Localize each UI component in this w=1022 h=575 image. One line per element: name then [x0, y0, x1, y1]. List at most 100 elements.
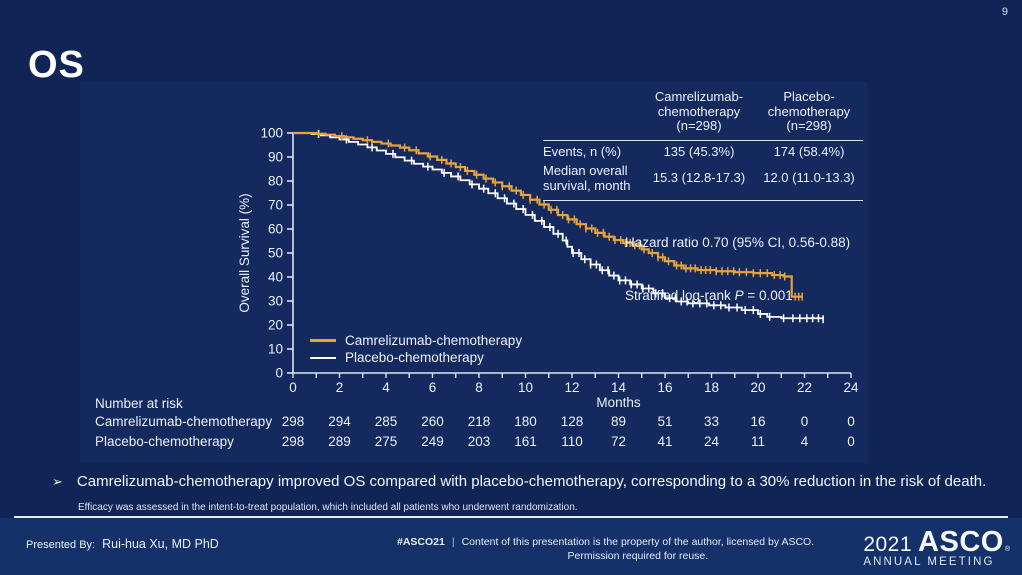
footer-rights: #ASCO21 | Content of this presentation i… [397, 535, 814, 563]
footnote: Efficacy was assessed in the intent-to-t… [78, 502, 578, 513]
number-at-risk-row-label: Placebo-chemotherapy [95, 434, 234, 449]
x-tick-label: 20 [750, 380, 765, 395]
number-at-risk-value: 4 [801, 434, 809, 449]
takeaway-bullet: ➢ Camrelizumab-chemotherapy improved OS … [52, 473, 1008, 490]
number-at-risk-row-label: Camrelizumab-chemotherapy [95, 414, 272, 429]
y-tick-label: 100 [260, 126, 283, 141]
events-value-placebo: 174 (58.4%) [773, 143, 845, 159]
number-at-risk-value: 275 [375, 434, 398, 449]
presented-by: Presented By: Rui-hua Xu, MD PhD [26, 537, 219, 551]
takeaway-text: Camrelizumab-chemotherapy improved OS co… [76, 473, 987, 490]
y-tick-label: 80 [268, 174, 283, 189]
number-at-risk-value: 180 [514, 414, 537, 429]
number-at-risk-value: 72 [611, 434, 626, 449]
slide-number: 9 [1001, 6, 1008, 18]
y-tick-label: 40 [268, 270, 283, 285]
footer-bar: Presented By: Rui-hua Xu, MD PhD #ASCO21 … [0, 518, 1022, 575]
median-value-camrelizumab: 15.3 (12.8-17.3) [652, 170, 746, 186]
x-tick-label: 0 [289, 380, 297, 395]
outcome-stats-table: Camrelizumab- chemotherapy (n=298) Place… [543, 89, 863, 205]
x-tick-label: 14 [611, 380, 627, 395]
number-at-risk-value: 24 [704, 434, 720, 449]
camrelizumab-line-swatch-icon [310, 339, 336, 342]
arrow-bullet-icon: ➢ [52, 474, 63, 489]
x-tick-label: 16 [657, 380, 672, 395]
number-at-risk-title: Number at risk [95, 396, 183, 411]
number-at-risk-value: 298 [282, 414, 305, 429]
footer-divider [14, 516, 1008, 518]
number-at-risk-value: 110 [561, 434, 583, 449]
hashtag-label: #ASCO21 [397, 536, 445, 548]
column-header-placebo: Placebo- chemotherapy (n=298) [767, 89, 851, 133]
presenter-name: Rui-hua Xu, MD PhD [102, 537, 219, 551]
km-curve-camrelizumab [293, 131, 803, 298]
events-row-label: Events, n (%) [543, 143, 622, 159]
number-at-risk-value: 249 [421, 434, 444, 449]
log-rank-text: Stratified log-rank P = 0.001 [625, 287, 793, 303]
events-value-camrelizumab: 135 (45.3%) [663, 143, 735, 159]
number-at-risk-value: 11 [751, 434, 765, 449]
presented-by-label: Presented By: [26, 539, 96, 551]
asco-logo: 2021 ASCO ® ANNUAL MEETING [863, 526, 1010, 568]
table-rule-bottom [543, 200, 863, 201]
median-row-label: Median overall survival, month [543, 163, 631, 193]
number-at-risk-value: 41 [657, 434, 672, 449]
x-axis-title: Months [596, 395, 641, 410]
y-tick-label: 10 [268, 342, 283, 357]
x-tick-label: 10 [518, 380, 533, 395]
number-at-risk-value: 294 [328, 414, 351, 429]
km-chart-panel: 0 10 20 30 40 50 60 70 80 90 100 0 2 4 6 8 10 12 14 16 18 20 2… [80, 82, 867, 463]
number-at-risk-value: 285 [375, 414, 398, 429]
number-at-risk-value: 0 [847, 414, 855, 429]
placebo-line-swatch-icon [310, 356, 336, 359]
legend-item-camrelizumab: Camrelizumab-chemotherapy [310, 332, 522, 349]
rights-line1: Content of this presentation is the prop… [461, 536, 815, 548]
x-tick-label: 12 [564, 380, 579, 395]
number-at-risk-value: 289 [328, 434, 351, 449]
registered-mark-icon: ® [1004, 546, 1010, 553]
hazard-ratio-text: Hazard ratio 0.70 (95% CI, 0.56-0.88) [625, 235, 851, 250]
rights-line2: Permission required for reuse. [567, 550, 709, 562]
number-at-risk-value: 51 [657, 414, 672, 429]
number-at-risk-value: 298 [282, 434, 305, 449]
median-value-placebo: 12.0 (11.0-13.3) [763, 170, 855, 186]
x-tick-label: 8 [475, 380, 483, 395]
y-tick-label: 0 [275, 366, 283, 381]
legend-label: Camrelizumab-chemotherapy [345, 333, 523, 348]
x-tick-label: 18 [704, 380, 719, 395]
number-at-risk-value: 260 [421, 414, 444, 429]
x-tick-label: 22 [797, 380, 812, 395]
number-at-risk-value: 16 [750, 414, 765, 429]
km-curve-placebo [293, 132, 824, 320]
y-tick-label: 90 [268, 150, 283, 165]
number-at-risk-value: 203 [468, 434, 491, 449]
number-at-risk-value: 0 [801, 414, 809, 429]
y-tick-label: 30 [268, 294, 283, 309]
column-header-camrelizumab: Camrelizumab- chemotherapy (n=298) [654, 89, 744, 133]
hazard-ratio-block: Hazard ratio 0.70 (95% CI, 0.56-0.88) St… [625, 199, 875, 322]
x-tick-label: 24 [843, 380, 859, 395]
number-at-risk-value: 89 [611, 414, 626, 429]
logo-year: 2021 [863, 533, 913, 556]
number-at-risk-value: 218 [468, 414, 491, 429]
separator: | [451, 536, 455, 548]
legend-item-placebo: Placebo-chemotherapy [310, 349, 522, 366]
y-tick-label: 20 [268, 318, 283, 333]
legend-label: Placebo-chemotherapy [345, 350, 484, 365]
number-at-risk-value: 161 [514, 434, 537, 449]
chart-legend: Camrelizumab-chemotherapy Placebo-chemot… [310, 332, 522, 366]
number-at-risk-value: 128 [561, 414, 584, 429]
y-axis-title: Overall Survival (%) [237, 193, 252, 312]
logo-name: ASCO [918, 526, 1004, 558]
x-tick-label: 6 [429, 380, 437, 395]
y-tick-label: 60 [268, 222, 283, 237]
y-tick-label: 70 [268, 198, 283, 213]
page-title: OS [28, 44, 85, 86]
y-tick-label: 50 [268, 246, 283, 261]
number-at-risk-value: 33 [704, 414, 719, 429]
number-at-risk-value: 0 [847, 434, 855, 449]
logo-subtitle: ANNUAL MEETING [863, 556, 995, 568]
x-tick-label: 4 [382, 380, 390, 395]
